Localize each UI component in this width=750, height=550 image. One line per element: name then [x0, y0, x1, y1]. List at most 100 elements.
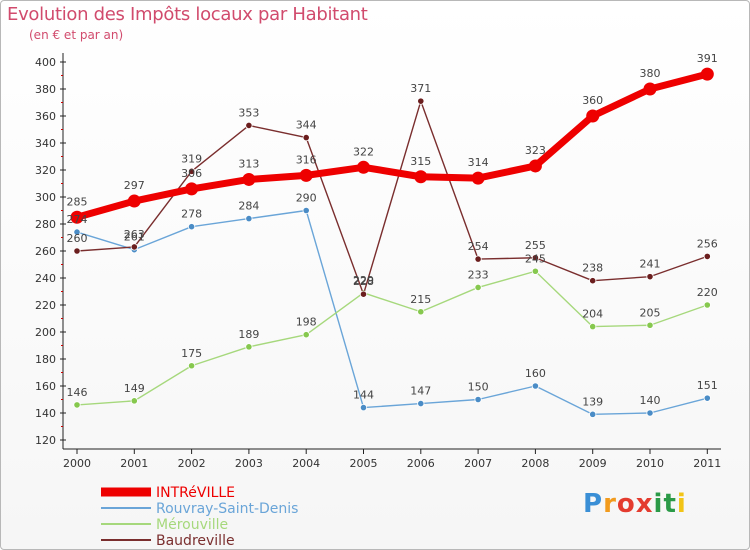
series-line: [76, 270, 708, 406]
data-point: [73, 247, 81, 255]
data-label: 146: [67, 386, 88, 399]
data-label: 150: [468, 381, 489, 394]
data-label: 344: [296, 119, 317, 132]
data-point: [700, 67, 714, 81]
data-label: 198: [296, 316, 317, 329]
series-line: [76, 209, 708, 416]
y-tick-label: 340: [35, 137, 56, 150]
legend-label: Rouvray-Saint-Denis: [156, 501, 298, 517]
x-tick-label: 2008: [521, 457, 549, 470]
data-label: 205: [640, 306, 661, 319]
data-point: [589, 322, 597, 331]
data-point: [646, 321, 654, 329]
data-label: 228: [353, 275, 374, 288]
data-point: [302, 134, 310, 142]
data-label: 241: [640, 258, 661, 271]
data-label: 245: [525, 252, 546, 265]
brand-letter: i: [676, 489, 687, 519]
chart-title: Evolution des Impôts locaux par Habitant: [7, 4, 368, 25]
data-label: 285: [67, 195, 88, 208]
data-label: 261: [124, 231, 145, 244]
y-tick-label: 260: [35, 245, 56, 258]
legend-label: INTRéVILLE: [156, 485, 235, 501]
data-point: [359, 403, 368, 412]
data-label: 140: [640, 394, 661, 407]
y-tick-label: 280: [35, 218, 56, 231]
data-point: [703, 252, 711, 260]
data-point: [242, 172, 256, 186]
data-point: [531, 267, 540, 275]
data-point: [245, 121, 253, 130]
data-point: [531, 254, 540, 262]
data-point: [474, 283, 482, 292]
data-label: 297: [124, 179, 145, 192]
data-label: 220: [697, 286, 718, 299]
y-tick-label: 160: [35, 380, 56, 393]
data-point: [130, 243, 138, 251]
y-tick-label: 180: [35, 353, 56, 366]
data-point: [589, 410, 597, 418]
y-tick-label: 220: [35, 299, 56, 312]
data-point: [414, 170, 428, 184]
data-point: [417, 399, 425, 408]
brand-letter: i: [653, 489, 664, 519]
data-label: 260: [67, 232, 88, 245]
legend-label: Baudreville: [156, 533, 235, 549]
data-label: 306: [181, 167, 202, 180]
data-label: 316: [296, 153, 317, 166]
x-tick-label: 2004: [292, 457, 320, 470]
data-point: [417, 97, 425, 105]
x-tick-label: 2001: [120, 457, 148, 470]
data-point: [646, 273, 654, 281]
series-line: [76, 100, 708, 295]
data-label: 315: [410, 155, 431, 168]
x-tick-label: 2002: [178, 457, 206, 470]
data-point: [643, 82, 657, 96]
data-point: [188, 223, 196, 231]
y-tick-label: 320: [35, 164, 56, 177]
data-label: 290: [296, 192, 317, 205]
y-tick-label: 360: [35, 110, 56, 123]
data-label: 255: [525, 239, 546, 252]
chart-subtitle: (en € et par an): [29, 28, 124, 42]
y-tick-label: 120: [35, 434, 56, 447]
data-point: [703, 301, 711, 309]
data-label: 144: [353, 389, 374, 402]
data-label: 254: [468, 240, 489, 253]
data-point: [357, 160, 370, 174]
data-point: [417, 308, 425, 316]
y-tick-label: 380: [35, 83, 56, 96]
data-label: 314: [468, 156, 489, 169]
data-label: 238: [582, 262, 603, 275]
data-label: 233: [468, 268, 489, 281]
y-tick-label: 200: [35, 326, 56, 339]
data-point: [531, 382, 540, 390]
data-point: [703, 394, 711, 402]
data-point: [474, 255, 482, 263]
data-label: 151: [697, 379, 718, 392]
brand-logo: Proxiti: [583, 489, 687, 519]
data-point: [359, 290, 368, 298]
data-point: [299, 168, 313, 182]
data-label: 189: [238, 328, 259, 341]
data-point: [70, 210, 84, 224]
data-label: 360: [582, 94, 603, 107]
series-line: [73, 70, 711, 221]
brand-letter: x: [635, 489, 654, 519]
x-tick-label: 2009: [579, 457, 607, 470]
data-point: [589, 277, 597, 285]
data-label: 278: [181, 208, 202, 221]
data-point: [302, 206, 310, 215]
data-label: 380: [640, 67, 661, 80]
data-point: [188, 362, 196, 370]
data-label: 229: [353, 274, 374, 287]
brand-letter: o: [616, 489, 636, 519]
y-tick-label: 240: [35, 272, 56, 285]
data-label: 263: [124, 228, 145, 241]
x-tick-label: 2005: [350, 457, 378, 470]
data-label: 149: [124, 382, 145, 395]
data-label: 215: [410, 293, 431, 306]
brand-letter: P: [583, 489, 604, 519]
x-tick-label: 2010: [636, 457, 664, 470]
data-label: 323: [525, 144, 546, 157]
